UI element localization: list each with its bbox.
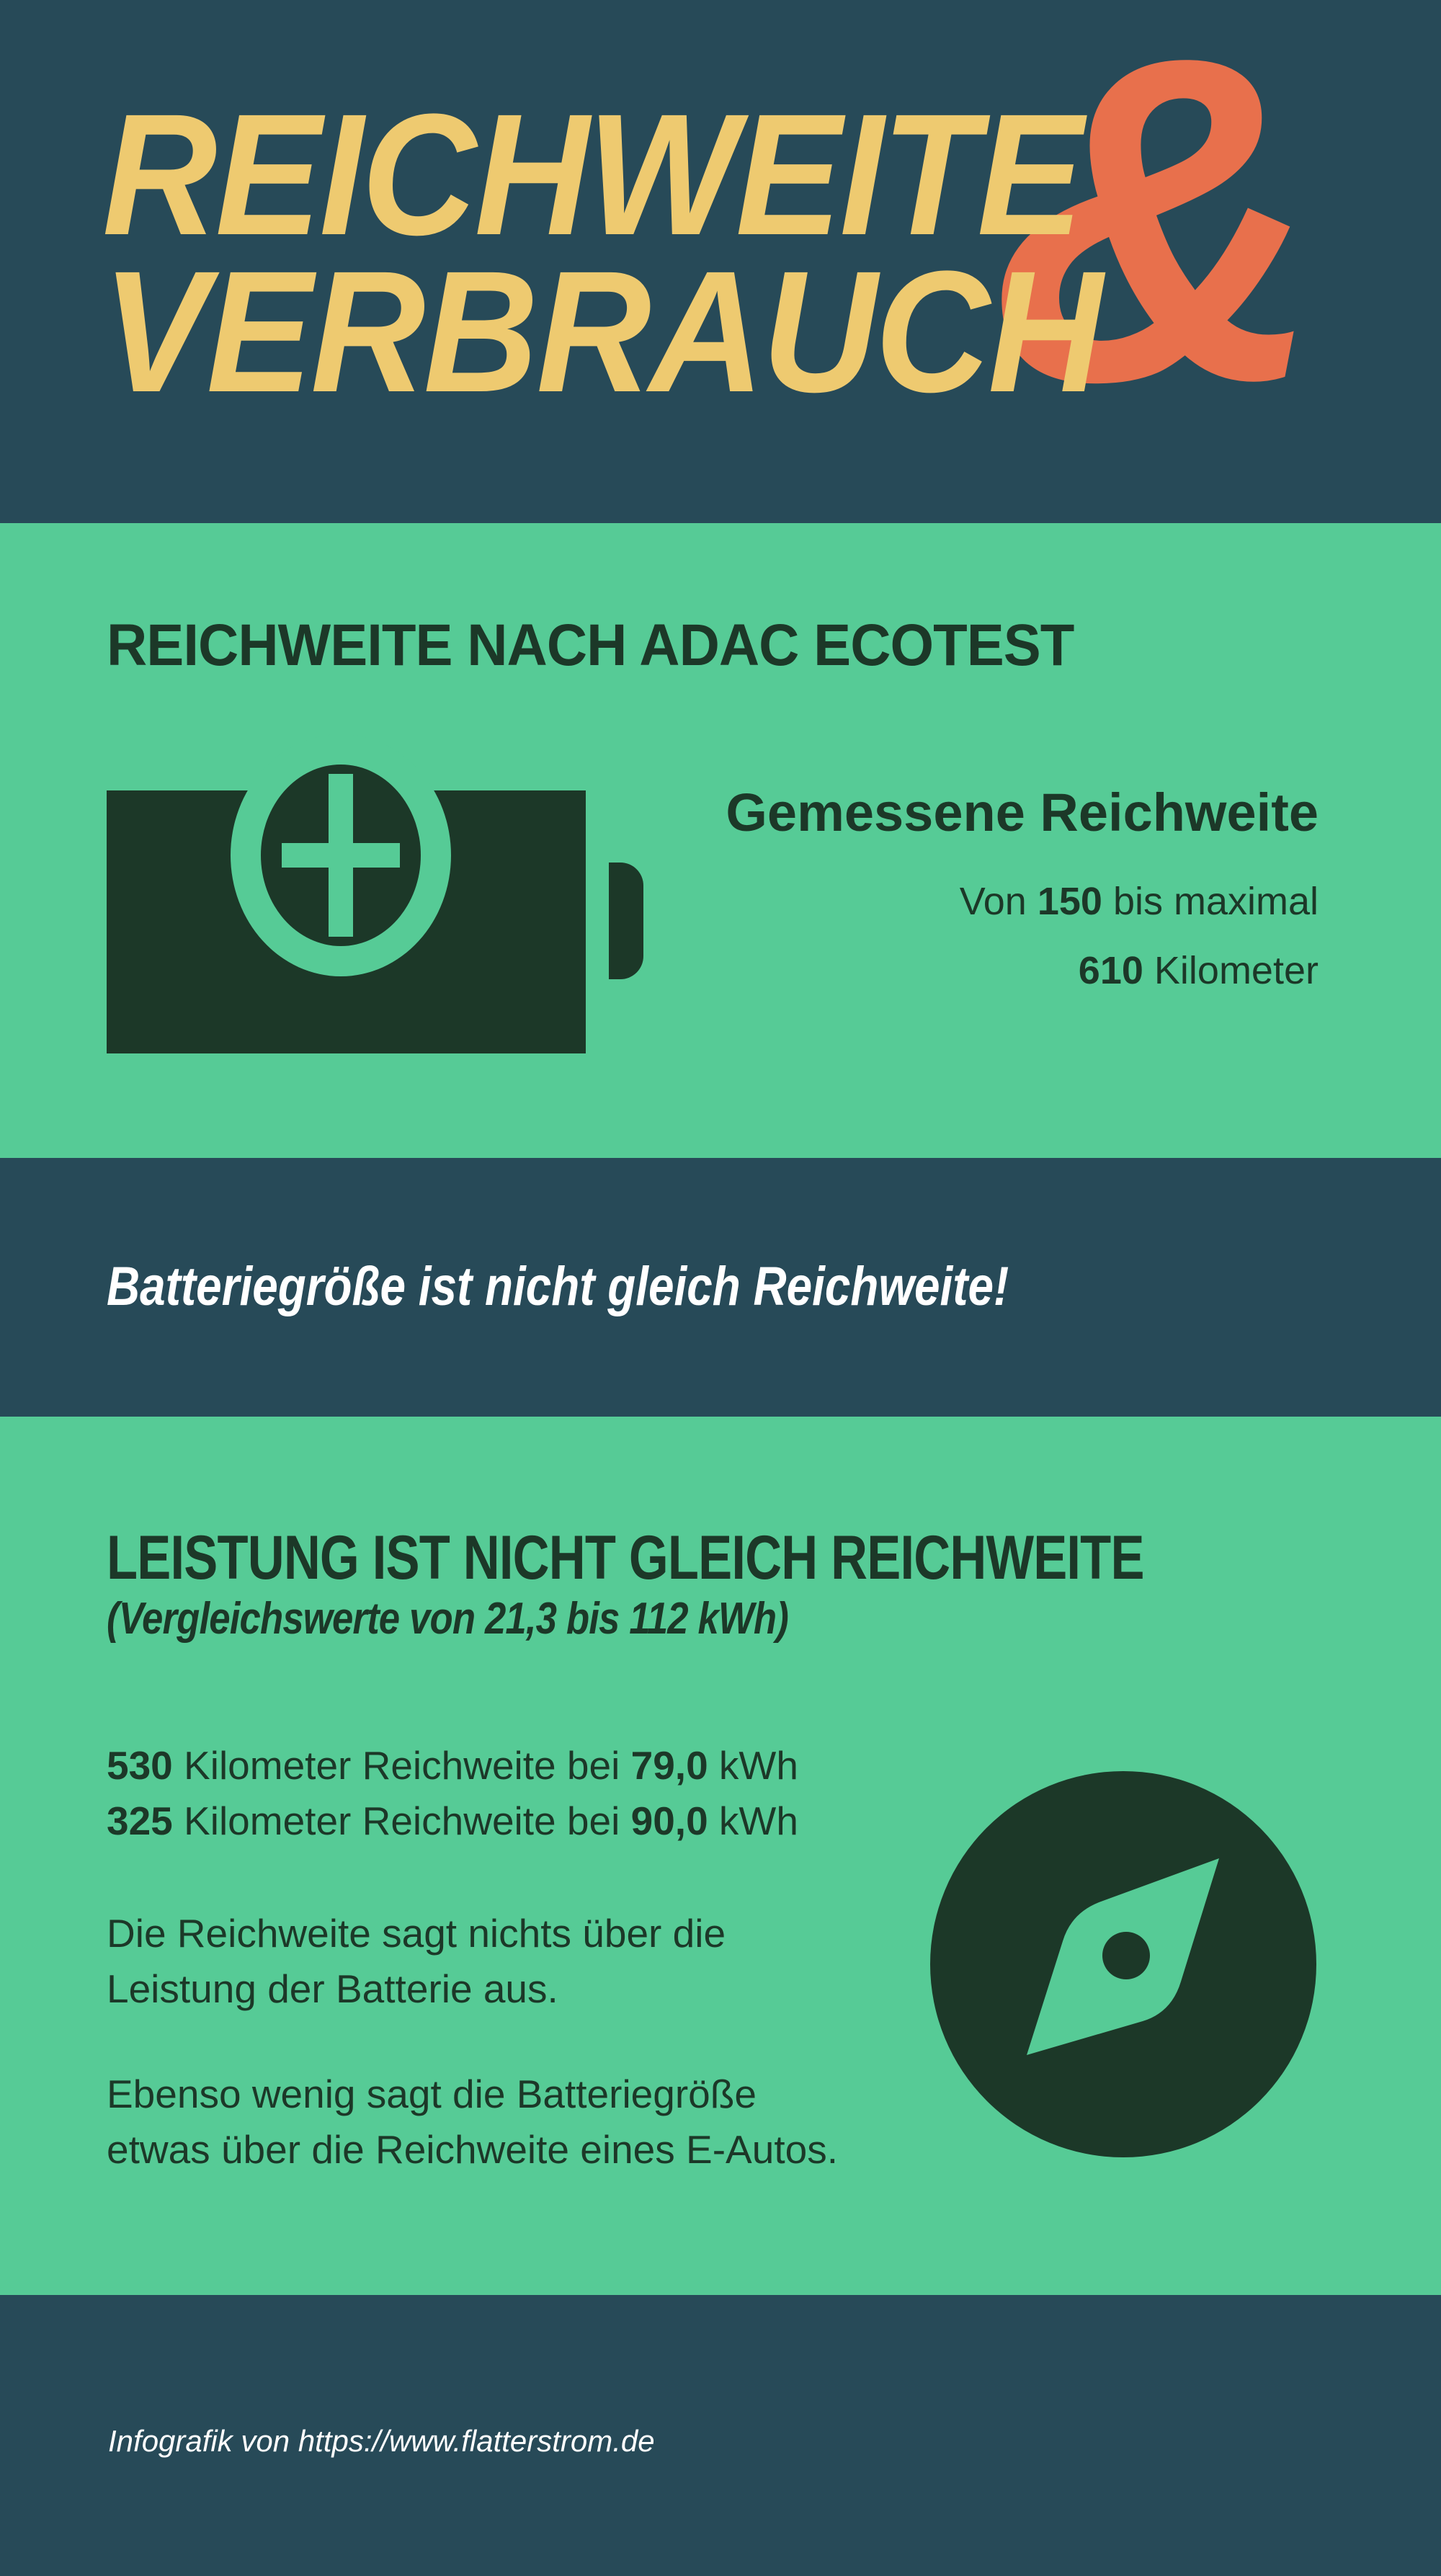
measured-range-line1: Von 150 bis maximal (726, 878, 1319, 924)
paragraph1-line2: Leistung der Batterie aus. (107, 1966, 558, 2011)
fact2-range: 325 (107, 1799, 173, 1843)
paragraph-batteriegroesse: Ebenso wenig sagt die Batteriegröße etwa… (107, 2067, 838, 2178)
fact-line-325: 325 Kilometer Reichweite bei 90,0 kWh (107, 1793, 798, 1849)
paragraph1-line1: Die Reichweite sagt nichts über die (107, 1911, 726, 1956)
paragraph2-line2: etwas über die Reichweite eines E-Autos. (107, 2127, 838, 2172)
page-title-line1: REICHWEITE (102, 78, 1083, 271)
page-title-line2: VERBRAUCH (102, 235, 1103, 428)
fact2-capacity: 90,0 (630, 1799, 708, 1843)
range-max-suffix: Kilometer (1143, 949, 1319, 992)
fact1-capacity: 79,0 (630, 1743, 708, 1788)
measured-range-line2: 610 Kilometer (726, 948, 1319, 994)
measured-range-block: Gemessene Reichweite Von 150 bis maximal… (726, 782, 1319, 994)
range-min-value: 150 (1037, 880, 1102, 923)
fact1-middle: Kilometer Reichweite bei (172, 1743, 631, 1788)
battery-plus-icon (107, 734, 643, 1053)
footer-band (0, 2295, 1441, 2576)
fact-line-530: 530 Kilometer Reichweite bei 79,0 kWh (107, 1738, 798, 1793)
fact1-unit: kWh (708, 1743, 798, 1788)
range-capacity-facts: 530 Kilometer Reichweite bei 79,0 kWh 32… (107, 1738, 798, 1849)
paragraph2-line1: Ebenso wenig sagt die Batteriegröße (107, 2072, 757, 2116)
section-heading-adac-ecotest: REICHWEITE NACH ADAC ECOTEST (107, 612, 1074, 678)
paragraph-reichweite: Die Reichweite sagt nichts über die Leis… (107, 1906, 726, 2017)
quote-band (0, 1158, 1441, 1417)
measured-range-title: Gemessene Reichweite (726, 783, 1319, 842)
compass-icon (930, 1771, 1316, 2157)
fact2-middle: Kilometer Reichweite bei (172, 1799, 631, 1843)
header-band (0, 0, 1441, 523)
section-heading-leistung: LEISTUNG IST NICHT GLEICH REICHWEITE (107, 1523, 1144, 1592)
quote-text: Batteriegröße ist nicht gleich Reichweit… (107, 1256, 1009, 1317)
range-min-prefix: Von (959, 880, 1038, 923)
credit-text: Infografik von https://www.flatterstrom.… (108, 2424, 655, 2458)
fact2-unit: kWh (708, 1799, 798, 1843)
range-min-suffix: bis maximal (1102, 880, 1319, 923)
section-subheading-vergleichswerte: (Vergleichswerte von 21,3 bis 112 kWh) (107, 1594, 789, 1644)
ampersand-accent: & (991, 0, 1324, 477)
fact1-range: 530 (107, 1743, 173, 1788)
range-max-value: 610 (1078, 949, 1143, 992)
